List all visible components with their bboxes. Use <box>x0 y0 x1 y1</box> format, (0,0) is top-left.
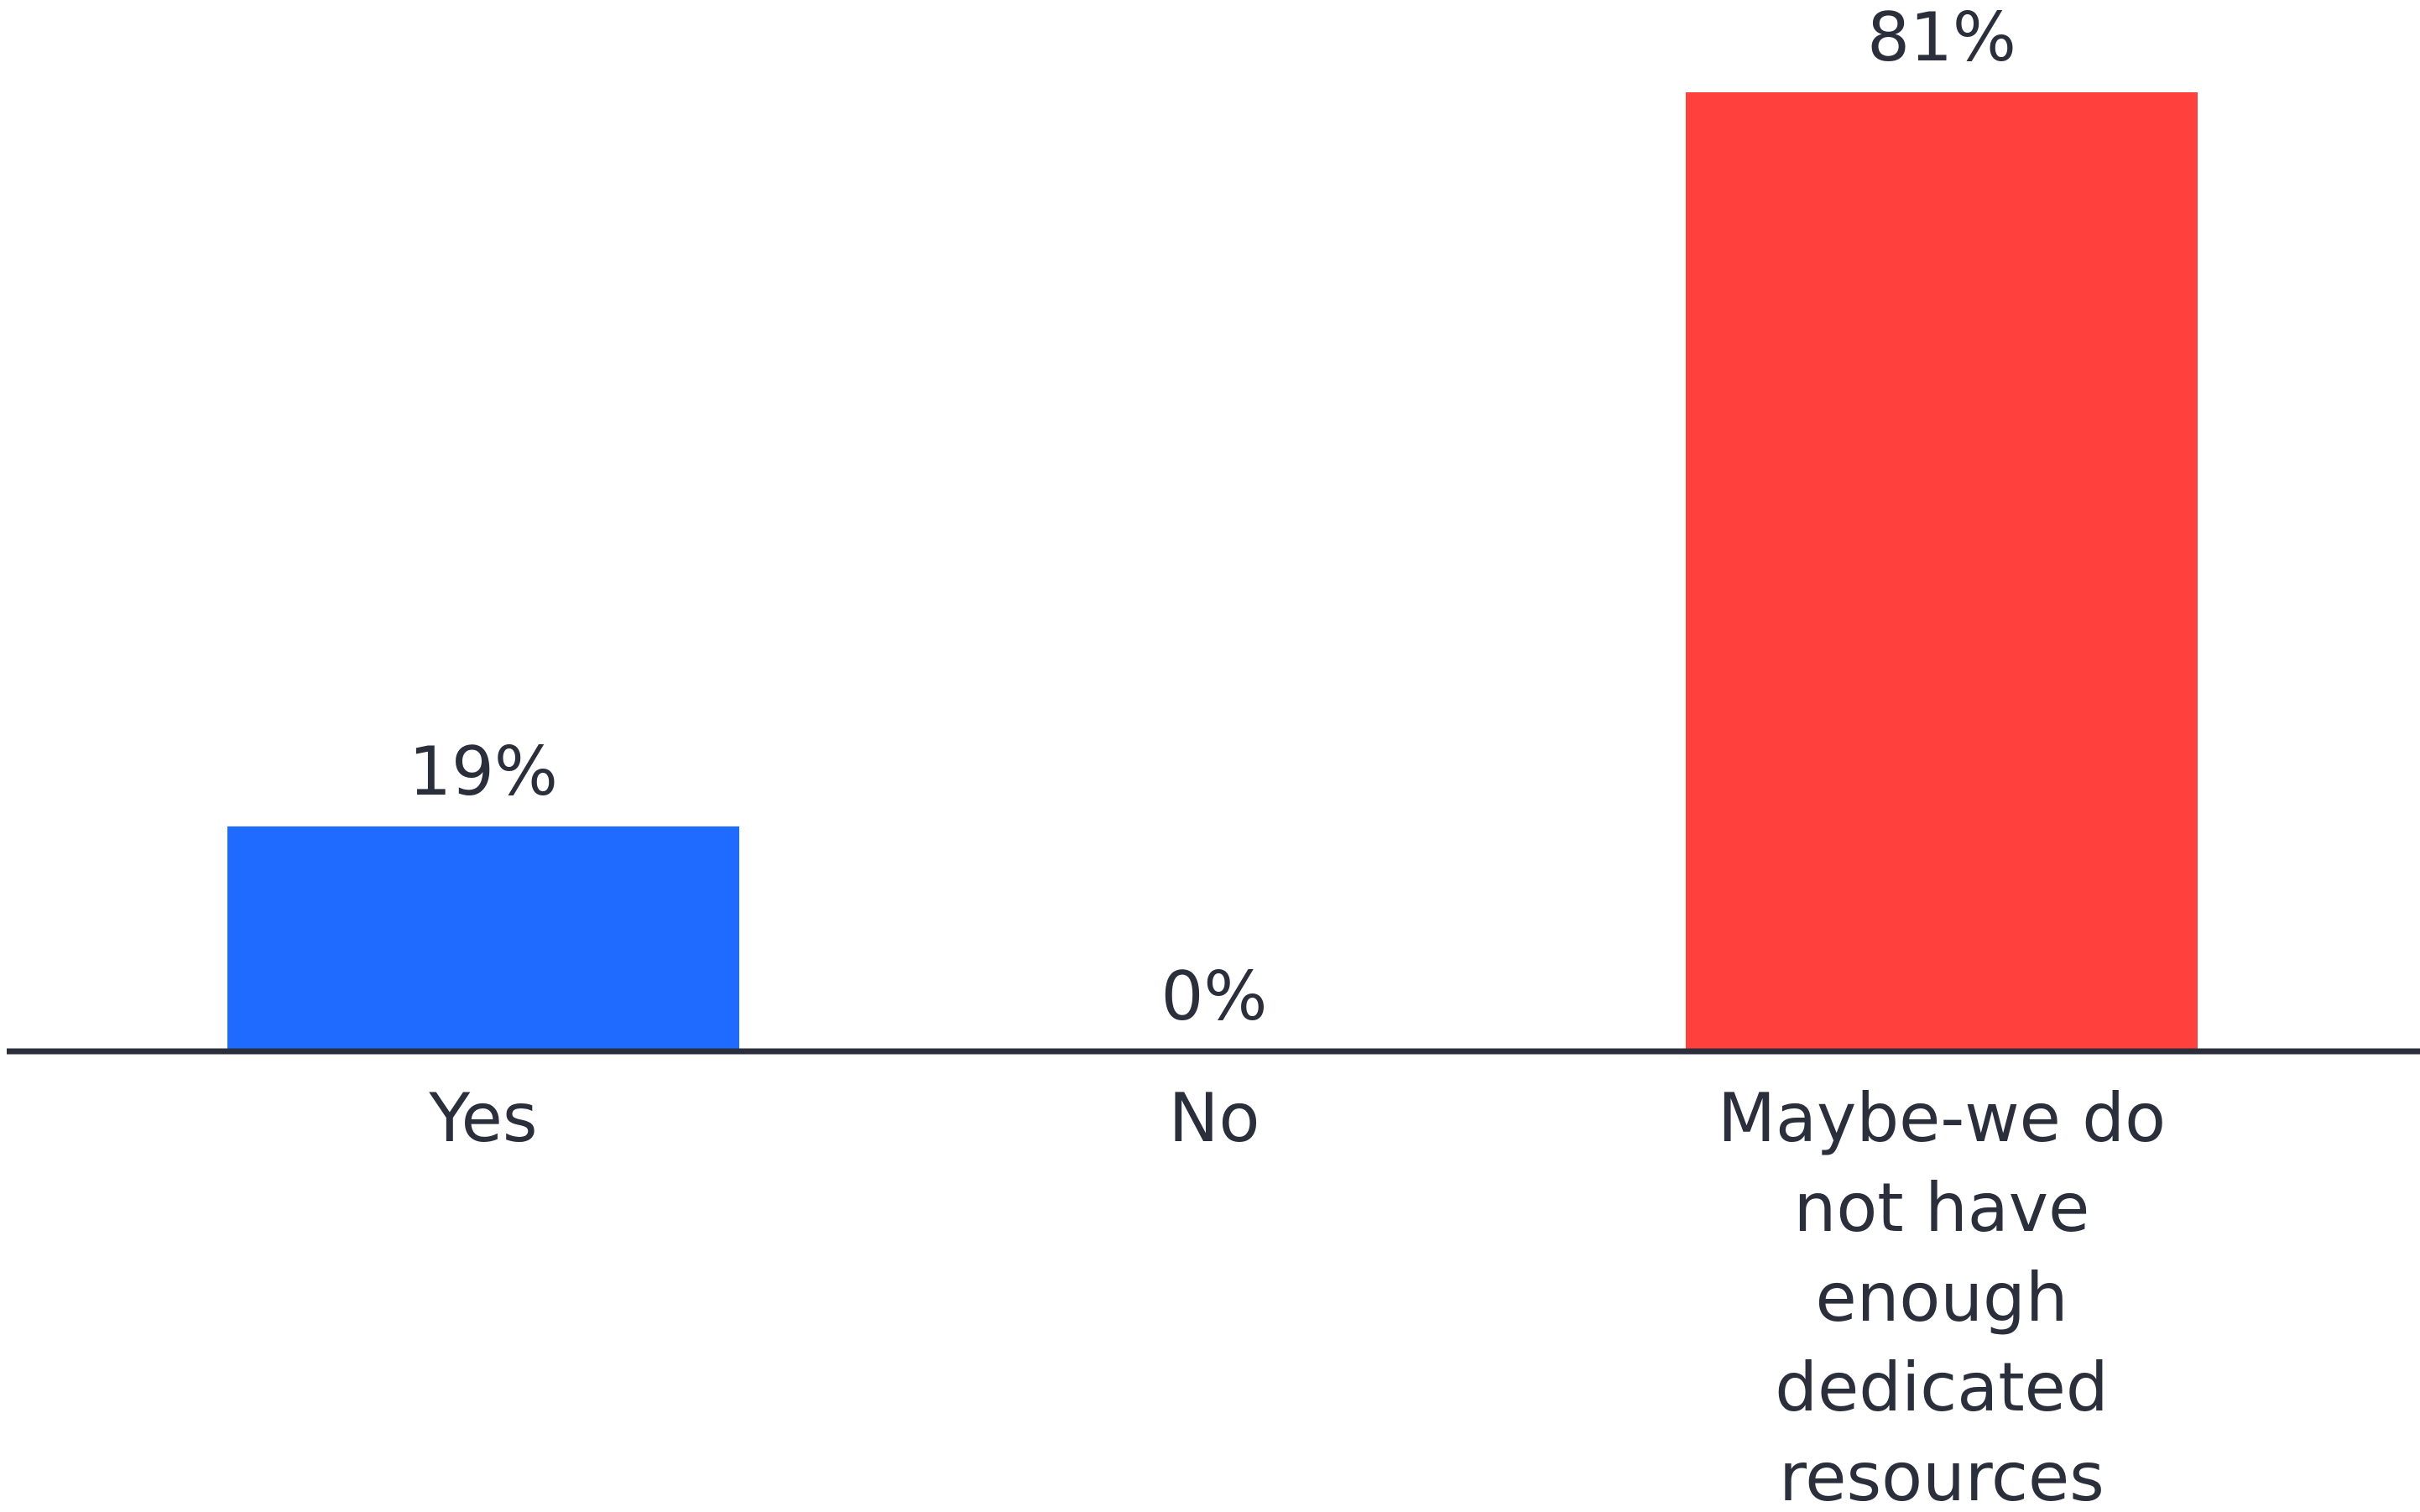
bar-maybe-we-do-not-have-enough-dedicated-resources <box>1686 92 2198 1051</box>
category-label-line: Maybe-we do <box>1718 1079 2166 1157</box>
bar-yes <box>227 826 739 1051</box>
value-label-maybe-we-do-not-have-enough-dedicated-resources: 81% <box>1867 0 2016 76</box>
category-label-line: resources <box>1779 1438 2104 1512</box>
value-label-no: 0% <box>1161 957 1268 1035</box>
category-label-no: No <box>1169 1079 1260 1157</box>
category-label-line: enough <box>1815 1259 2068 1337</box>
category-labels-layer: Yes No Maybe-we do not have enough dedicated r… <box>428 1079 2166 1512</box>
category-label-line: dedicated <box>1775 1348 2108 1426</box>
category-label-line: not have <box>1794 1169 2090 1247</box>
category-label-maybe-we-do-not-have-enough-dedicated-resources: Maybe-we do not have enough dedicated resour… <box>1718 1079 2166 1512</box>
value-labels-layer: 19% 0% 81% <box>409 0 2016 1035</box>
category-label-yes: Yes <box>428 1079 537 1157</box>
category-label-line: Yes <box>428 1079 537 1157</box>
category-label-line: No <box>1169 1079 1260 1157</box>
bars-layer <box>227 92 2198 1051</box>
value-label-yes: 19% <box>409 733 558 811</box>
